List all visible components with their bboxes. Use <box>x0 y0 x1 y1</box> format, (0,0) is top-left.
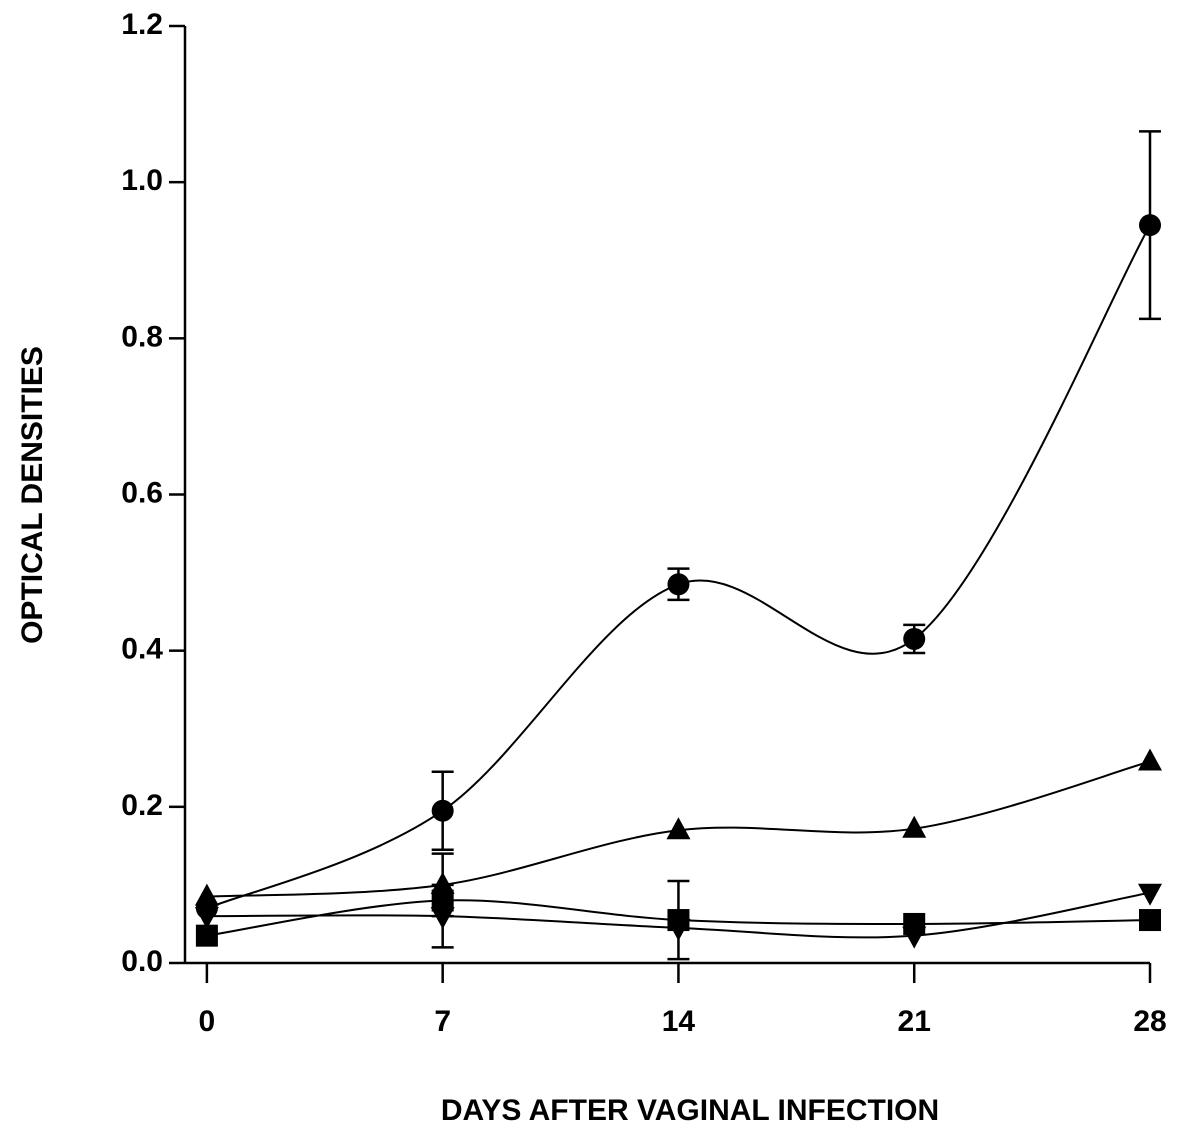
series-line <box>206 224 1151 910</box>
marker <box>430 871 455 894</box>
marker <box>903 627 926 650</box>
x-tick-label: 21 <box>898 1005 931 1038</box>
marker <box>902 815 927 838</box>
x-tick-label: 7 <box>434 1005 451 1038</box>
marker <box>667 909 690 932</box>
marker <box>1138 883 1162 906</box>
x-tick-label: 28 <box>1133 1005 1166 1038</box>
marker <box>195 924 218 947</box>
y-tick-label: 0.0 <box>121 945 163 978</box>
y-tick-label: 0.6 <box>121 476 163 509</box>
y-tick-label: 0.2 <box>121 789 163 822</box>
marker <box>194 883 219 906</box>
x-tick-label: 0 <box>199 1005 216 1038</box>
y-tick-label: 1.0 <box>121 164 163 197</box>
marker <box>1138 748 1162 771</box>
marker <box>666 817 691 840</box>
marker <box>431 889 454 912</box>
marker <box>430 907 455 930</box>
y-tick-label: 0.4 <box>121 633 163 666</box>
marker <box>1139 214 1161 237</box>
y-tick-label: 0.8 <box>121 320 163 353</box>
marker <box>194 907 219 930</box>
marker <box>667 573 690 596</box>
x-tick-label: 14 <box>662 1005 696 1038</box>
marker <box>903 912 926 935</box>
y-tick-label: 1.2 <box>121 8 163 41</box>
y-axis-label: OPTICAL DENSITIES <box>16 346 49 644</box>
x-axis-label: DAYS AFTER VAGINAL INFECTION <box>441 1094 939 1127</box>
marker <box>1139 909 1161 932</box>
marker <box>431 799 454 822</box>
